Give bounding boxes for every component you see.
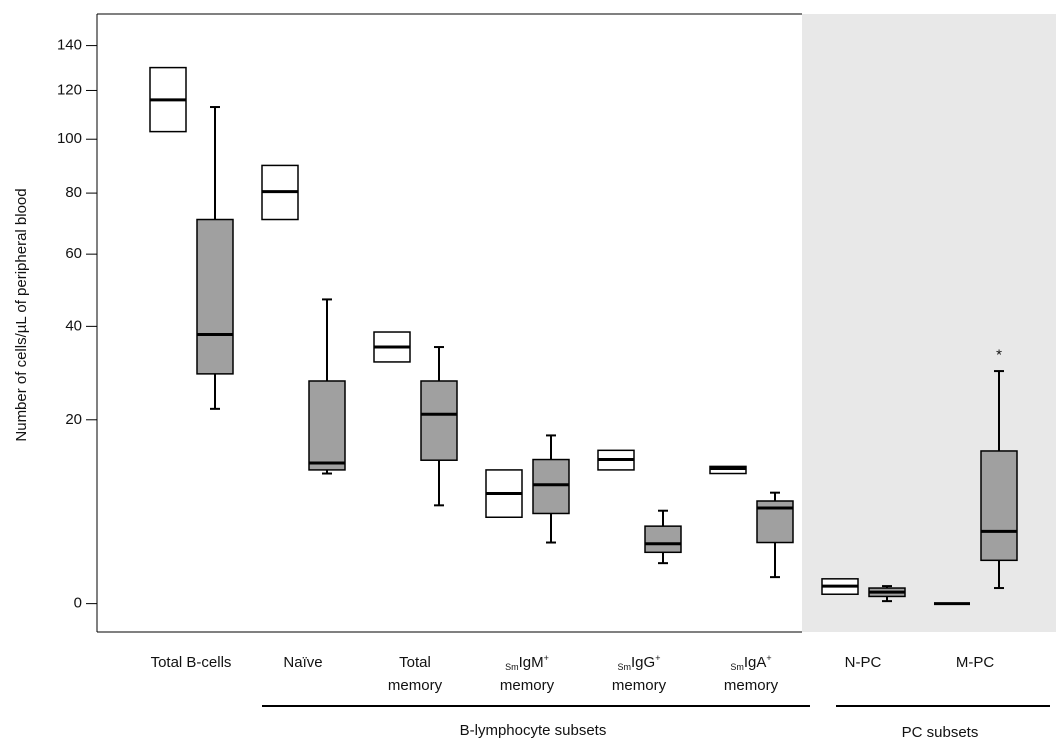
- label-sup: +: [544, 653, 549, 663]
- label-sup: +: [655, 653, 660, 663]
- label-main: N-PC: [845, 654, 882, 671]
- box: [196, 218, 234, 375]
- box: [420, 380, 458, 461]
- label-sub: Sm: [730, 662, 744, 672]
- x-tick-label: SmIgG+: [618, 653, 661, 672]
- box: [308, 380, 346, 471]
- group-label: B-lymphocyte subsets: [460, 722, 607, 739]
- label-sup: +: [766, 653, 771, 663]
- y-tick-label: 120: [57, 81, 82, 98]
- label-main: M-PC: [956, 654, 994, 671]
- outlier: *: [996, 346, 1002, 363]
- y-tick-label: 20: [65, 411, 82, 428]
- label-main: Total: [399, 654, 431, 671]
- label-main: IgG: [631, 654, 655, 671]
- x-tick-label: N-PC: [845, 654, 882, 671]
- label-main: Naïve: [283, 654, 322, 671]
- x-tick-label: Naïve: [283, 654, 322, 671]
- y-tick-label: 40: [65, 317, 82, 334]
- x-tick-label: SmIgM+: [505, 653, 549, 672]
- x-tick-label: memory: [612, 677, 667, 694]
- box: [532, 458, 570, 515]
- label-main: Total B-cells: [151, 654, 232, 671]
- pc-region: [802, 14, 1056, 632]
- group-label: PC subsets: [902, 724, 979, 741]
- box: [644, 525, 682, 554]
- x-tick-label: memory: [724, 677, 779, 694]
- y-tick-label: 60: [65, 245, 82, 262]
- y-axis-label: Number of cells/µL of peripheral blood: [13, 188, 30, 441]
- label-main: IgA: [744, 654, 767, 671]
- y-tick-label: 100: [57, 130, 82, 147]
- box: [980, 450, 1018, 562]
- y-tick-label: 80: [65, 184, 82, 201]
- label-main: IgM: [519, 654, 544, 671]
- label-sub: Sm: [505, 662, 519, 672]
- x-tick-label: Total B-cells: [151, 654, 232, 671]
- y-tick-label: 0: [74, 595, 82, 612]
- x-tick-label: Total: [399, 654, 431, 671]
- x-tick-label: M-PC: [956, 654, 994, 671]
- x-tick-label: memory: [388, 677, 443, 694]
- x-tick-label: memory: [500, 677, 555, 694]
- y-tick-label: 140: [57, 37, 82, 54]
- x-tick-label: SmIgA+: [730, 653, 771, 672]
- label-sub: Sm: [618, 662, 632, 672]
